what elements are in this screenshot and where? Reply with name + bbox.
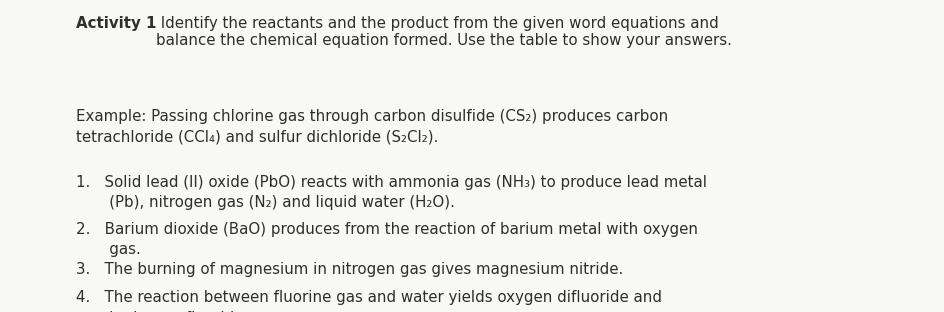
Text: 2.   Barium dioxide (BaO) produces from the reaction of barium metal with oxygen: 2. Barium dioxide (BaO) produces from th… — [76, 222, 698, 257]
Text: 1.   Solid lead (II) oxide (PbO) reacts with ammonia gas (NH₃) to produce lead m: 1. Solid lead (II) oxide (PbO) reacts wi… — [76, 175, 706, 210]
Text: 3.   The burning of magnesium in nitrogen gas gives magnesium nitride.: 3. The burning of magnesium in nitrogen … — [76, 262, 623, 277]
Text: Identify the reactants and the product from the given word equations and
balance: Identify the reactants and the product f… — [156, 16, 732, 48]
Text: Example: Passing chlorine gas through carbon disulfide (CS₂) produces carbon
tet: Example: Passing chlorine gas through ca… — [76, 109, 667, 144]
Text: 4.   The reaction between fluorine gas and water yields oxygen difluoride and
  : 4. The reaction between fluorine gas and… — [76, 290, 662, 312]
Text: Activity 1: Activity 1 — [76, 16, 156, 31]
